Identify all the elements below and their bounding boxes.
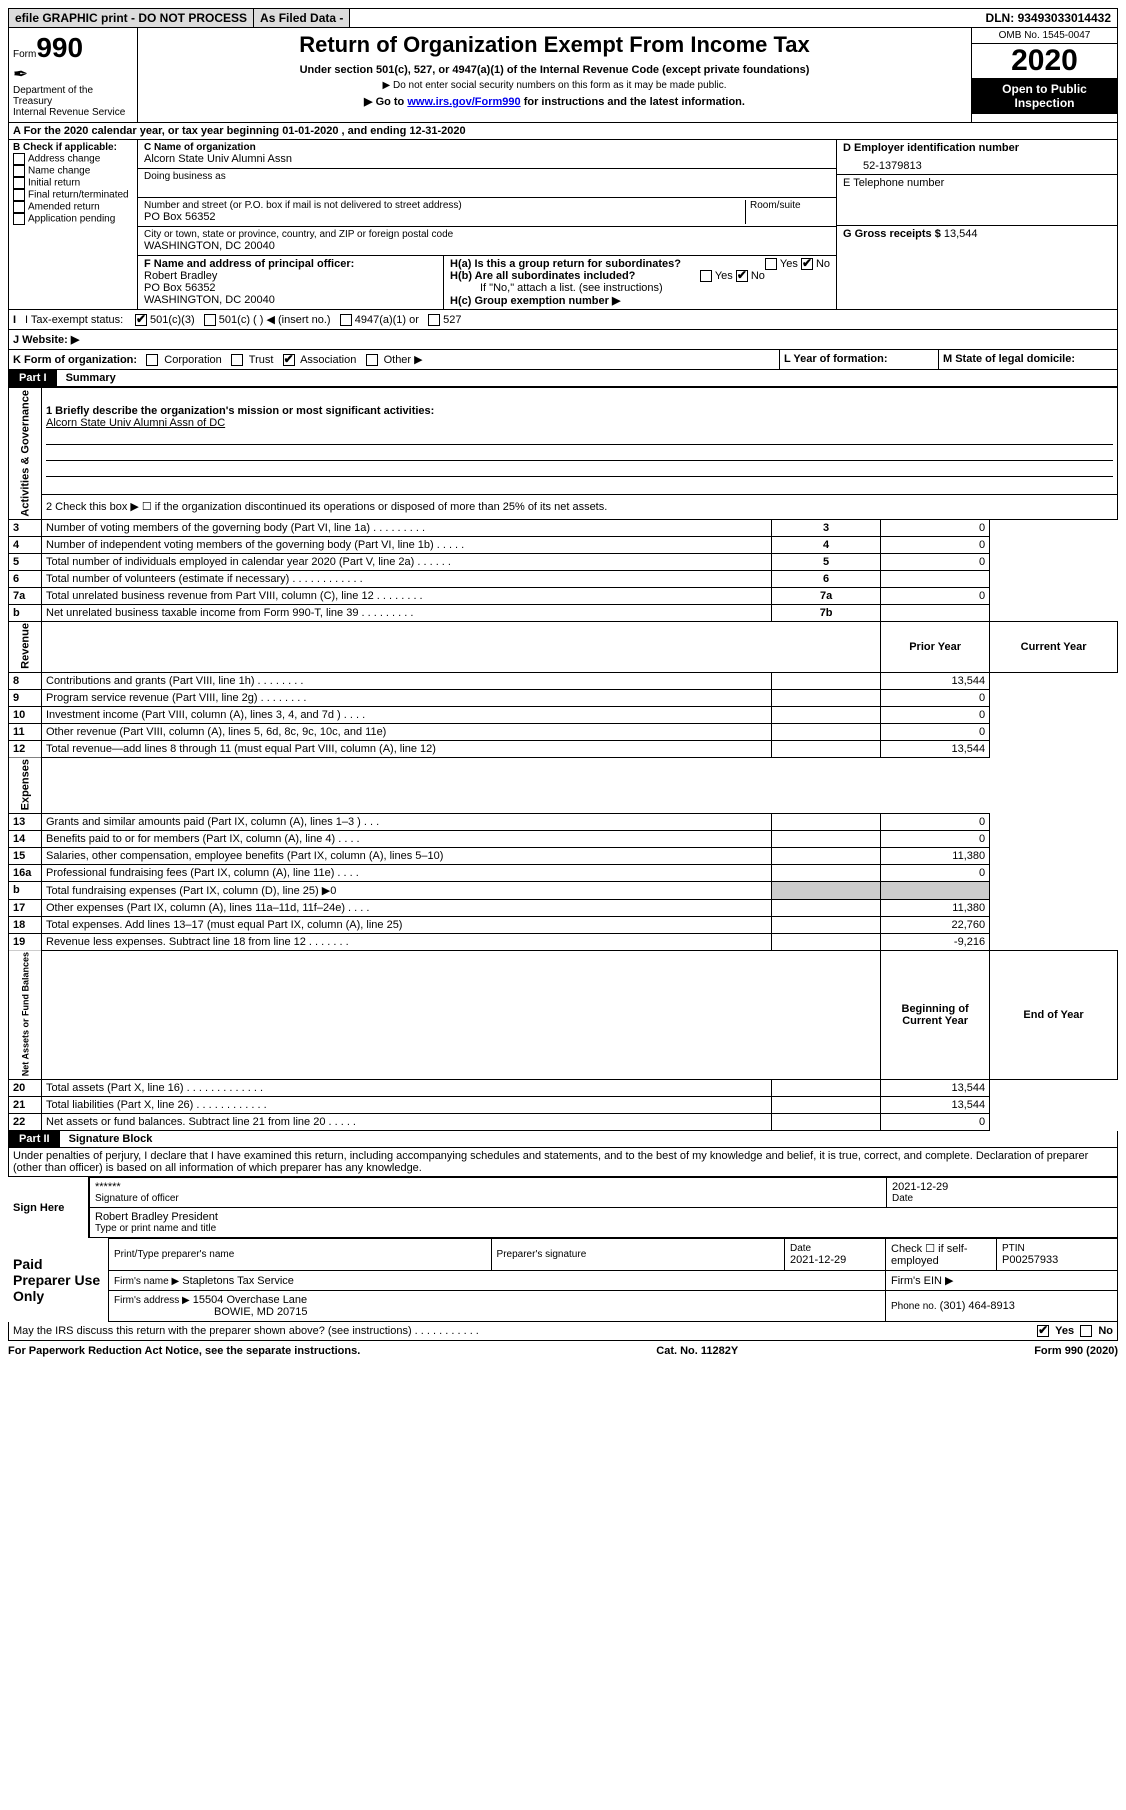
gross-receipts: 13,544 <box>944 228 978 240</box>
mission: Alcorn State Univ Alumni Assn of DC <box>46 417 225 429</box>
gov-rows: 3Number of voting members of the governi… <box>9 519 1118 621</box>
part2-header: Part II <box>9 1131 60 1147</box>
ein: 52-1379813 <box>843 154 1111 172</box>
footer: For Paperwork Reduction Act Notice, see … <box>8 1341 1118 1357</box>
irs-link[interactable]: www.irs.gov/Form990 <box>407 96 520 108</box>
line-i: I I Tax-exempt status: 501(c)(3) 501(c) … <box>8 310 1118 330</box>
tax-year: 2020 <box>972 44 1117 78</box>
form-number: 990 <box>36 32 83 63</box>
public-inspection: Open to Public Inspection <box>972 78 1117 114</box>
treasury-label: Department of the Treasury Internal Reve… <box>13 85 133 118</box>
signature-block: Sign Here ****** Signature of officer 20… <box>8 1177 1118 1238</box>
top-bar: efile GRAPHIC print - DO NOT PROCESS As … <box>8 8 1118 28</box>
line-a: A For the 2020 calendar year, or tax yea… <box>8 123 1118 140</box>
form-header: Form990 ✒ Department of the Treasury Int… <box>8 28 1118 123</box>
preparer-block: Paid Preparer Use Only Print/Type prepar… <box>8 1238 1118 1322</box>
omb-number: OMB No. 1545-0047 <box>972 28 1117 44</box>
org-address: PO Box 56352 <box>144 211 745 223</box>
line-j: J Website: ▶ <box>8 330 1118 350</box>
as-filed: As Filed Data - <box>254 9 350 27</box>
summary-table: Activities & Governance 1 Briefly descri… <box>8 387 1118 1131</box>
efile-notice: efile GRAPHIC print - DO NOT PROCESS <box>9 9 254 27</box>
part1-header: Part I <box>9 370 57 386</box>
org-name: Alcorn State Univ Alumni Assn <box>144 153 830 165</box>
perjury-declaration: Under penalties of perjury, I declare th… <box>8 1148 1118 1177</box>
officer-name: Robert Bradley President <box>95 1211 1112 1223</box>
form-title: Return of Organization Exempt From Incom… <box>142 32 967 58</box>
contact-block: B Check if applicable: Address change Na… <box>8 140 1118 310</box>
net-rows: 20Total assets (Part X, line 16) . . . .… <box>9 1080 1118 1131</box>
exp-rows: 13Grants and similar amounts paid (Part … <box>9 813 1118 950</box>
rev-rows: 8Contributions and grants (Part VIII, li… <box>9 672 1118 757</box>
dln: DLN: 93493033014432 <box>980 9 1117 27</box>
org-city: WASHINGTON, DC 20040 <box>144 240 830 252</box>
